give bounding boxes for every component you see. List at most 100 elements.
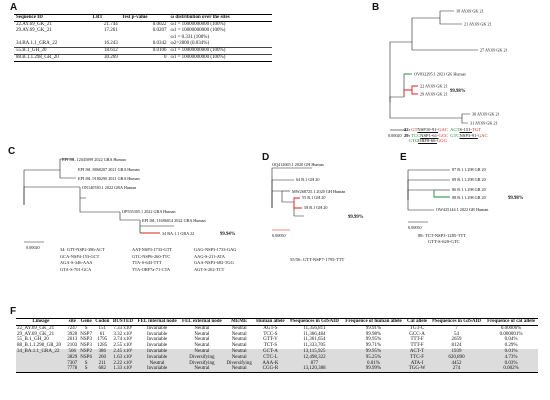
- col-header: Human allele: [253, 318, 287, 326]
- table-cell: 3.32 x10¹: [113, 331, 133, 337]
- mutation-label: AAG-S-211-ATA: [194, 253, 225, 259]
- table-cell: 99.95%: [341, 348, 406, 355]
- table-cell: S: [78, 360, 94, 367]
- col-header: Frequence of human allele: [341, 318, 406, 326]
- mutation-label: TTA-ORF7a-71-CTA: [132, 266, 171, 272]
- table-cell: Diversifying: [224, 360, 254, 367]
- tree-leaf: 58 B.1 GH 20: [304, 205, 328, 210]
- table-cell: S: [78, 366, 94, 374]
- table-cell: Neutral: [231, 343, 247, 349]
- table-cell: [16, 360, 66, 367]
- table-cell: 1285: [97, 343, 108, 349]
- table-cell: 0.0022: [152, 22, 167, 28]
- table-cell: TGG-W: [405, 366, 430, 374]
- table-cell: GCT-A: [253, 348, 287, 355]
- table-cell: 4452: [429, 360, 485, 367]
- table-cell: TTC-F: [405, 354, 430, 361]
- tree-leaf: OV832295.1 2021 GK Human: [414, 72, 467, 77]
- table-cell: TTT-F: [410, 337, 424, 343]
- table-cell: 260: [93, 354, 112, 361]
- table-cell: 2.74 x10¹: [113, 337, 133, 343]
- table-cell: 0.29%: [504, 343, 518, 349]
- table-cell: 30.269: [90, 54, 120, 63]
- table-cell: ω1 = 10000000000 (100%): [170, 28, 226, 34]
- table-cell: 22_AY.69_GK_21: [17, 325, 55, 331]
- table-cell: Neutral: [224, 354, 254, 361]
- table-cell: 88.B.1.1.298_GR_20: [14, 54, 91, 63]
- table-cell: 12,498,322: [286, 354, 342, 361]
- mutation-label: 88: TCT-NSP3-1285-TTT: [418, 233, 467, 238]
- table-row: 29.AY.69_GK_21 17.261 0.0207 ω1 = 100000000…: [14, 28, 272, 34]
- table-cell: 2.45 x10¹: [111, 348, 135, 355]
- table-row: 88_B.1.1.298_GR_20 2103 NSP3 1285 2.55 x10¹ I…: [16, 343, 538, 349]
- table-cell: 0.0342: [152, 40, 167, 46]
- table-cell: 7307: [65, 360, 79, 367]
- tree-leaf: 18 AY.69 GK 21: [456, 9, 484, 14]
- table-cell: Invariable: [146, 325, 168, 331]
- table-cell: 29.AY.69_GK_21: [16, 28, 52, 34]
- mutation-annotation-d: 55/56: GTT-NSP7-1795-TTT: [290, 257, 345, 262]
- table-cell: 11,366,484: [303, 331, 326, 337]
- table-cell: Diversifying: [179, 360, 225, 367]
- table-cell: 0: [119, 54, 169, 63]
- table-cell: 620,890: [429, 354, 485, 361]
- table-cell: 0.0207: [152, 28, 167, 34]
- table-cell: NSP3: [80, 337, 92, 343]
- table-cell: Neutral: [194, 337, 210, 343]
- table-cell: 55_B.1_GH_20: [17, 337, 49, 343]
- col-header: LRT: [90, 13, 120, 23]
- table-row: 22.AY.69_GK_21 21.744 0.0022 ω1 = 100000000…: [14, 22, 272, 29]
- mutation-annotations-c: 34: GTT-NSP2-386-ACT AAT-NSP3-1733-GTT G…: [60, 247, 260, 273]
- table-cell: 88_B.1.1.298_GR_20: [17, 343, 62, 349]
- tree-leaf: 64 B.1 GH 20: [296, 177, 320, 182]
- phylo-tree-c: EPI ISL 12045099 2022 GRA Human EPI ISL …: [23, 157, 236, 250]
- table-cell: Invariable: [134, 366, 180, 374]
- col-header: Codon: [93, 318, 112, 326]
- mutation-label: AAT-NSP3-1733-GTT: [132, 247, 173, 252]
- table-row: 7307 S 211 2.22 x10¹ Neutral Diversifying Dive…: [16, 360, 538, 367]
- selection-summary-table: Lineage site Gene Codon BUSTED FEL internal n…: [16, 318, 538, 374]
- table-cell: 21.744: [103, 22, 118, 28]
- table-cell: 54: [454, 331, 460, 337]
- table-cell: Invariable: [146, 337, 168, 343]
- table-cell: 11,333,705: [303, 343, 326, 349]
- panel-label-d: D: [262, 152, 270, 163]
- table-cell: 55.B.1_GH_20: [14, 47, 91, 55]
- table-cell: 7778: [65, 366, 79, 374]
- col-header: #Sequences in GISAID: [429, 318, 485, 326]
- table-cell: 16.243: [103, 40, 118, 46]
- table-cell: Neutral: [134, 360, 180, 367]
- table-cell: 3829: [65, 354, 79, 361]
- table-cell: ω1 = 10000000000 (100%): [168, 54, 272, 63]
- table-cell: 3920: [67, 331, 78, 337]
- table-cell: 4.73%: [484, 354, 538, 361]
- table-cell: ω1 = 10000000000 (100%): [170, 22, 226, 28]
- table-cell: AAA-K: [253, 360, 287, 367]
- mutation-label: GAG-NSP3-1733-GAG: [194, 247, 237, 252]
- table-cell: 99.99%: [341, 366, 406, 374]
- tree-leaf: 86 B.1.1.298 GR 20: [452, 187, 486, 192]
- table-cell: NSP7: [80, 331, 92, 337]
- col-header: FEL internal node: [134, 318, 180, 326]
- table-cell: 2.22 x10¹: [111, 360, 135, 367]
- tree-leaf: EPI ISL 9180290 2021 GRA Human: [78, 176, 141, 181]
- tree-leaf: EPI ISL 11686014 2022 GRA Human: [142, 218, 206, 223]
- table-cell: TTT-F: [410, 343, 424, 349]
- col-header: BUSTED: [111, 318, 135, 326]
- table-row: 3829 NSP6 260 1.63 x10¹ Invariable Diversifyi…: [16, 354, 538, 361]
- table-cell: Neutral: [231, 337, 247, 343]
- table-cell: 1.63 x10¹: [111, 354, 135, 361]
- table-cell: 99.98%: [365, 331, 382, 337]
- phylo-tree-b: 18 AY.69 GK 21 21 AY.69 GK 21 27 AY.69 G…: [388, 9, 508, 139]
- phylo-tree-d: OQ412665.1 2020 GH Human 64 B.1 GH 20 MW…: [271, 162, 364, 238]
- bootstrap-value: 99.94%: [220, 232, 236, 237]
- table-cell: TGT-C: [409, 325, 425, 331]
- scale-bar-label: 0.00050: [408, 225, 422, 230]
- table-cell: AGT-S: [263, 325, 278, 331]
- panel-label-e: E: [400, 152, 407, 163]
- bootstrap-value: 99.99%: [348, 215, 364, 220]
- table-cell: ω1 = 0.331 (100%): [170, 34, 210, 40]
- table-cell: NSP6: [78, 354, 94, 361]
- table-cell: 0.000001%: [499, 331, 523, 337]
- col-header: Gene: [78, 318, 94, 326]
